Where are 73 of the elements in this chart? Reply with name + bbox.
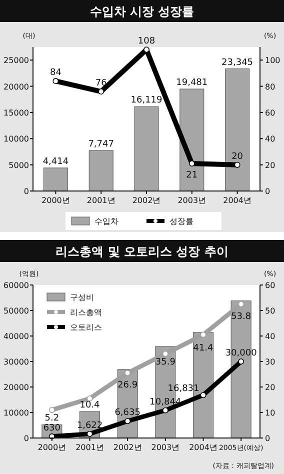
x-tick-label: 2002년 [113, 443, 142, 452]
y2-tick-label: 40 [265, 134, 276, 144]
data-label: 21 [186, 170, 198, 181]
legend-label: 리스총액 [70, 308, 102, 317]
data-label: 35.9 [155, 357, 176, 368]
y2-tick-label: 80 [265, 82, 276, 92]
y2-tick-label: 40 [265, 332, 276, 341]
point [48, 406, 55, 413]
y2-tick-label: 0 [265, 187, 270, 196]
legend-label: 오토리스 [70, 323, 102, 332]
y2-tick-label: 100 [265, 56, 280, 66]
chart-title: 리스총액 및 오토리스 성장 추이 [56, 244, 228, 258]
y2-tick-label: 20 [265, 160, 276, 170]
y-tick-label: 60000 [4, 281, 29, 290]
data-label: 20 [232, 152, 244, 162]
y-tick-label: 50000 [4, 306, 29, 316]
x-tick-label: 2000년 [42, 196, 70, 205]
legend-label: 구성비 [70, 293, 94, 302]
data-label: 19,481 [176, 78, 208, 88]
legend-label: 수입차 [94, 217, 118, 226]
y-tick-label: 20000 [4, 383, 29, 392]
y-tick-label: 0 [24, 187, 29, 196]
y-tick-label: 40000 [4, 332, 29, 341]
y-tick-label: 15000 [4, 108, 29, 118]
data-label: 7,747 [88, 139, 114, 150]
point [52, 78, 59, 84]
y-tick-label: 10000 [4, 408, 29, 418]
data-label: 23,345 [222, 58, 254, 68]
data-label: 630 [43, 423, 61, 434]
point [98, 88, 104, 95]
point [238, 358, 244, 364]
y2-tick-label: 30 [265, 358, 276, 366]
point [200, 392, 206, 398]
bar [43, 168, 68, 192]
y-tick-label: 30000 [4, 358, 29, 366]
x-tick-label: 2004년 [189, 443, 218, 452]
x-tick-label: 2004년 [223, 196, 252, 205]
legend-label: 성장률 [170, 217, 194, 226]
x-tick-label: 2003년 [151, 443, 180, 452]
bar [134, 106, 159, 192]
bar [88, 150, 114, 192]
data-label: 4,414 [42, 156, 69, 167]
y-tick-label: 10000 [4, 134, 29, 144]
y-tick-label: 20000 [4, 82, 29, 92]
y-tick-label: 5000 [8, 160, 29, 170]
data-label: 41.4 [193, 343, 214, 354]
y2-tick-label: 50 [265, 306, 276, 316]
chart-title: 수입차 시장 성장률 [90, 4, 194, 18]
y2-tick-label: 20 [265, 383, 276, 392]
bar [225, 68, 250, 192]
data-label: 84 [50, 68, 62, 78]
x-tick-label: 2001년 [76, 443, 104, 452]
y2-tick-label: 0 [265, 434, 270, 443]
y2-tick-label: 10 [265, 408, 276, 418]
y2-tick-label: 60 [265, 281, 276, 290]
x-tick-label: 2001년 [86, 196, 116, 205]
data-label: 5.2 [44, 414, 60, 424]
data-label: 10.4 [80, 400, 100, 410]
data-label: 76 [95, 78, 108, 89]
data-label: 26.9 [118, 380, 138, 390]
point [188, 160, 195, 167]
x-tick-label: 2000년 [38, 443, 66, 452]
y2-tick-label: 60 [265, 108, 276, 118]
y-tick-label: 25000 [4, 56, 29, 66]
bar [180, 88, 204, 192]
data-label: 108 [138, 36, 156, 47]
data-label: 53.8 [231, 312, 252, 322]
point [124, 418, 131, 424]
data-label: 16,119 [130, 96, 163, 106]
x-tick-label: 2003년 [178, 196, 206, 205]
x-tick-label: 2002년 [132, 196, 161, 205]
point [162, 407, 168, 414]
y-tick-label: 0 [24, 434, 29, 443]
